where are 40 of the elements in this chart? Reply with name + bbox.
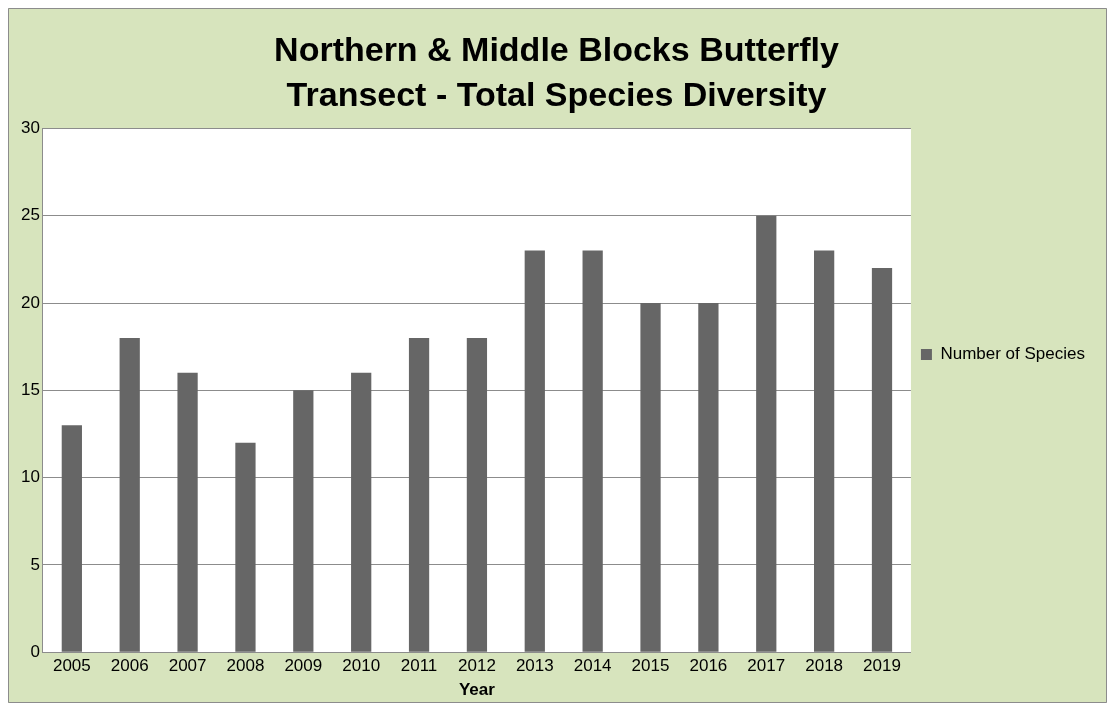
bar — [582, 250, 603, 652]
x-tick-label: 2018 — [805, 656, 844, 676]
x-tick-label: 2016 — [689, 656, 728, 676]
x-tick-label: 2009 — [284, 656, 323, 676]
y-tick-label: 10 — [20, 467, 40, 487]
x-tick-label: 2015 — [631, 656, 670, 676]
bar — [698, 303, 719, 652]
bar — [524, 250, 545, 652]
x-tick-label: 2006 — [110, 656, 149, 676]
bar — [61, 425, 82, 652]
bar — [177, 372, 198, 652]
bar — [640, 303, 661, 652]
x-tick-label: 2019 — [863, 656, 901, 676]
x-tick-label: 2017 — [747, 656, 786, 676]
y-tick-label: 5 — [30, 554, 40, 574]
bar — [351, 372, 372, 652]
y-tick-label: 25 — [20, 205, 40, 225]
bar — [293, 390, 314, 652]
x-tick-label: 2014 — [573, 656, 612, 676]
x-tick-label: 2011 — [400, 656, 438, 676]
y-tick-label: 20 — [20, 292, 40, 312]
bar — [871, 268, 893, 652]
bar — [814, 250, 835, 652]
y-tick-label: 30 — [20, 118, 40, 138]
bar — [466, 337, 488, 652]
y-tick-label: 15 — [20, 379, 40, 399]
bar — [408, 337, 430, 652]
x-tick-label: 2008 — [226, 656, 265, 676]
bar — [235, 442, 256, 652]
chart-title: Northern & Middle Blocks Butterfly Transect - Total Species Diversity — [274, 30, 839, 113]
legend-label: Number of Species — [940, 344, 1086, 364]
x-tick-label: 2005 — [52, 656, 91, 676]
x-tick-label: 2013 — [515, 656, 554, 676]
x-axis-title: Year — [458, 680, 496, 700]
x-tick-label: 2007 — [168, 656, 207, 676]
y-tick-label: 0 — [30, 641, 40, 661]
bar — [756, 215, 777, 652]
x-tick-label: 2012 — [458, 656, 496, 676]
x-tick-label: 2010 — [342, 656, 381, 676]
bar — [119, 337, 140, 652]
